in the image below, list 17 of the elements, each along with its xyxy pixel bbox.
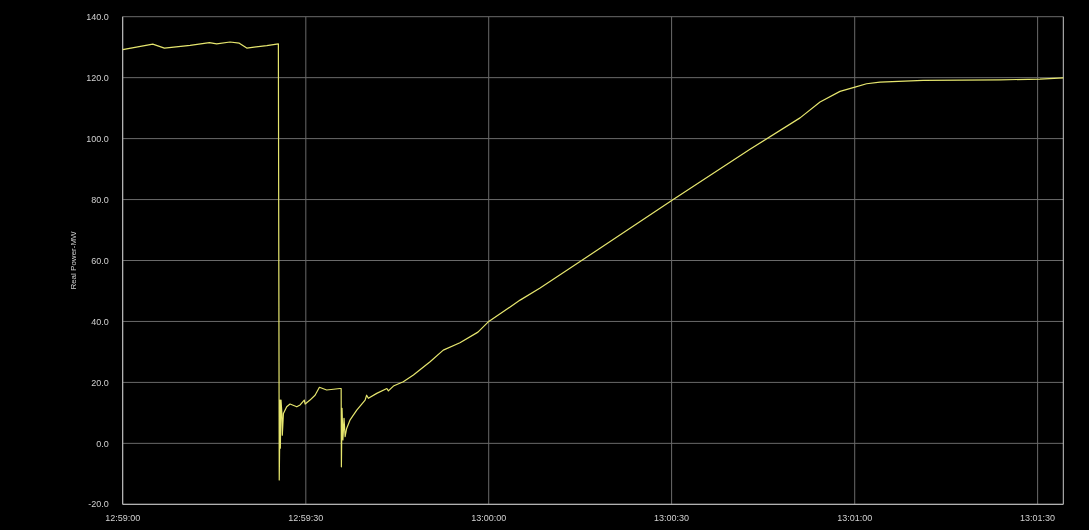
y-tick-label: 100.0 [86,133,109,144]
x-tick-label: 12:59:30 [288,513,324,524]
line-series [122,41,1064,481]
y-axis-title: Real Power-MW [69,230,78,290]
y-tick-label: 120.0 [86,72,109,83]
x-tick-label: 13:01:00 [837,513,873,524]
y-tick-label: 80.0 [91,194,109,205]
y-tick-label: 140.0 [86,11,109,22]
y-tick-label: 20.0 [91,377,109,388]
x-tick-label: 12:59:00 [105,513,141,524]
x-tick-label: 13:00:00 [471,513,507,524]
y-tick-label: 40.0 [91,316,109,327]
y-tick-label: -20.0 [88,499,109,510]
x-tick-label: 13:00:30 [654,513,690,524]
y-tick-label: 60.0 [91,255,109,266]
y-tick-label: 0.0 [96,438,109,449]
x-tick-label: 13:01:30 [1020,513,1056,524]
